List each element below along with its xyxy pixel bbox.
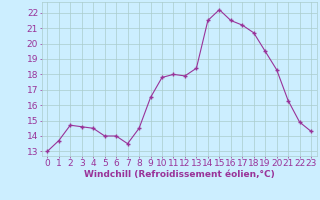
X-axis label: Windchill (Refroidissement éolien,°C): Windchill (Refroidissement éolien,°C) — [84, 170, 275, 179]
